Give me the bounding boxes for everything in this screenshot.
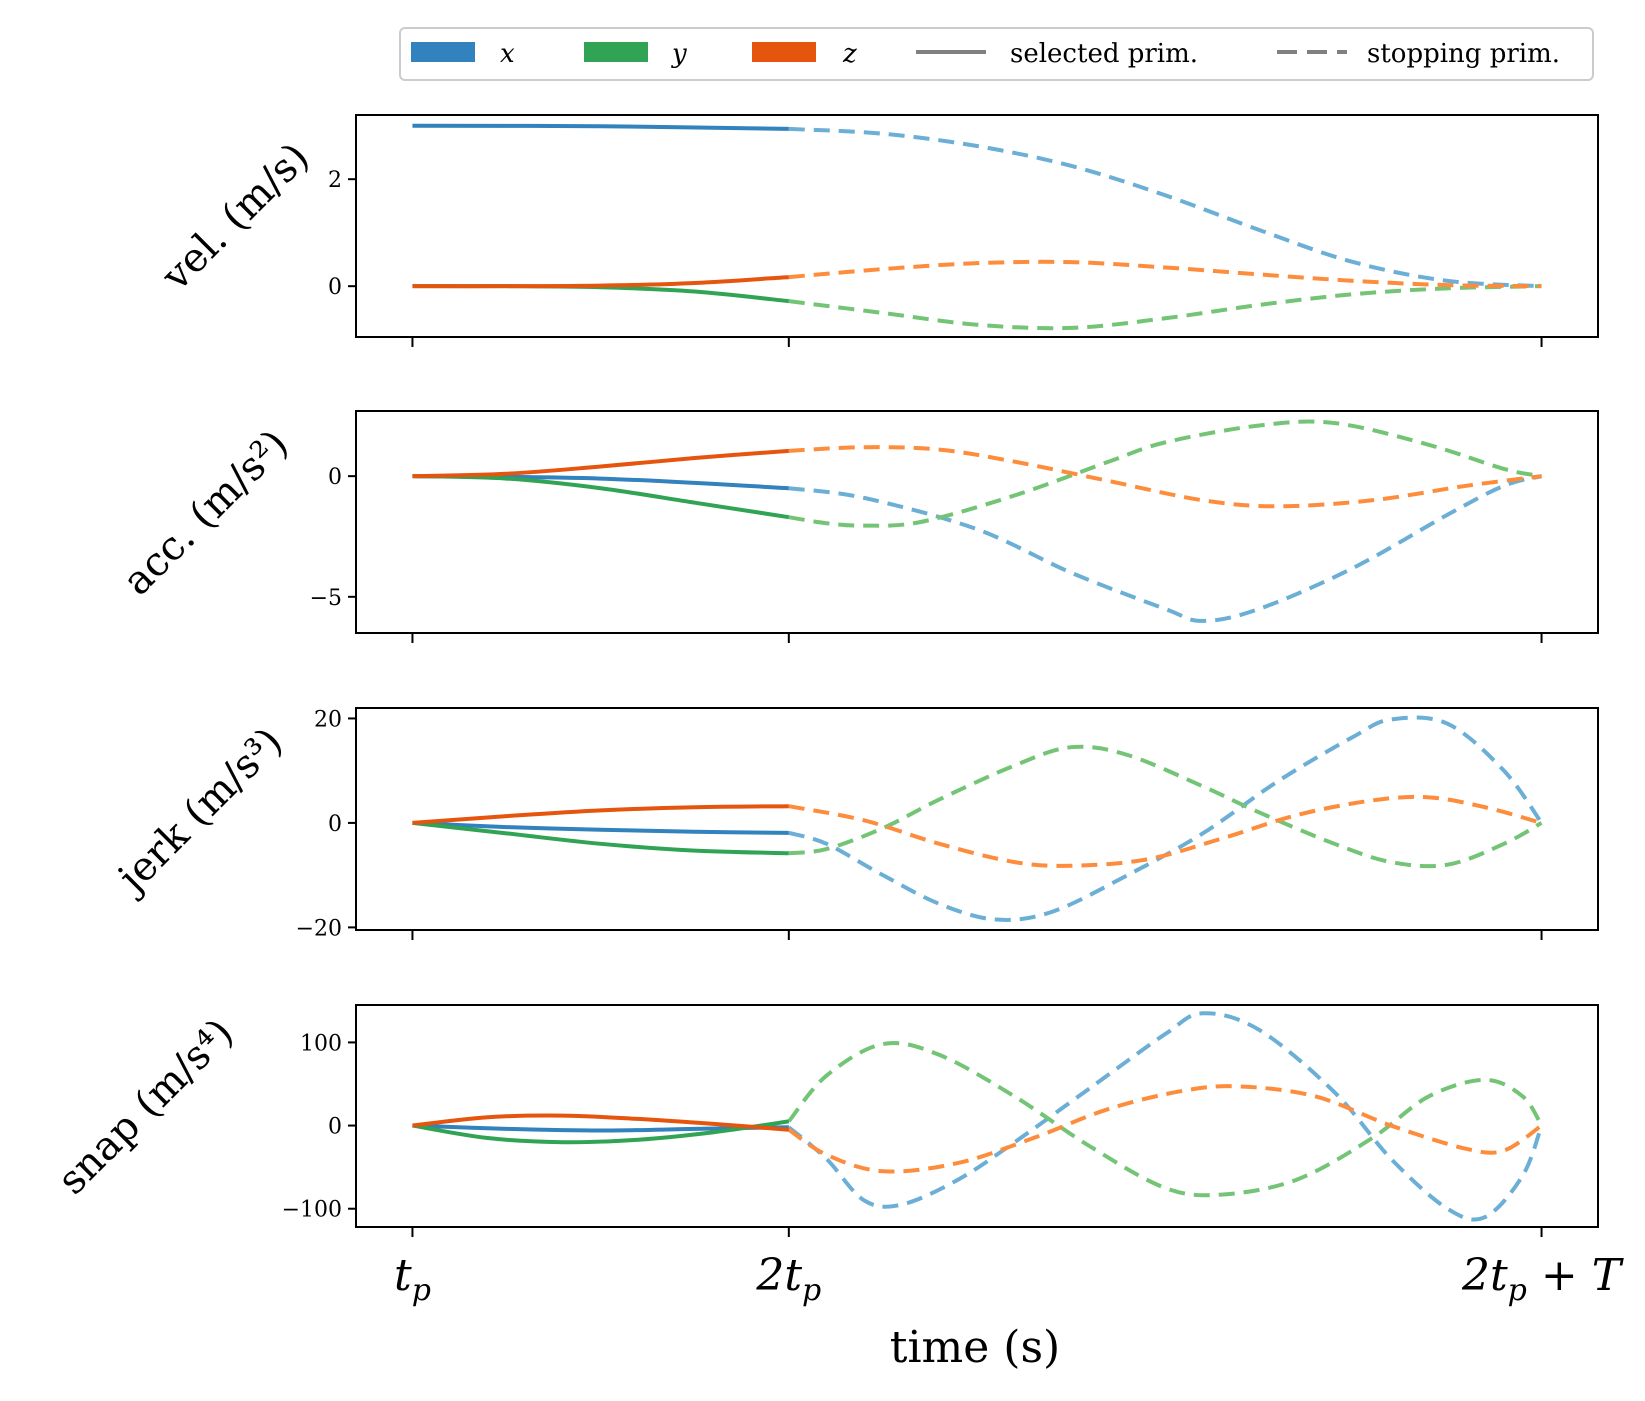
legend-swatch-x xyxy=(411,42,475,62)
y-axis-label: acc. (m/s²) xyxy=(114,421,297,604)
series-y-selected xyxy=(412,820,789,856)
series-x-selected xyxy=(412,820,789,835)
y-tick-label: 0 xyxy=(328,812,342,837)
axes-frame xyxy=(355,707,1599,931)
legend-label: stopping prim. xyxy=(1367,39,1560,69)
series-x-stopping xyxy=(787,1011,1544,1222)
series-z-stopping xyxy=(788,445,1542,509)
series-z-selected xyxy=(412,804,789,825)
panel-1: 0 2 vel. (m/s) xyxy=(152,114,1599,347)
series-y-stopping xyxy=(788,419,1542,528)
series-z-stopping xyxy=(788,794,1543,868)
y-tick-label: 0 xyxy=(328,465,342,490)
x-tick-label-3: 2tp + T xyxy=(1461,1250,1625,1308)
axes-frame xyxy=(355,114,1599,338)
legend-frame xyxy=(399,27,1594,81)
series-x-stopping xyxy=(788,474,1543,623)
y-tick-label: 20 xyxy=(314,707,342,732)
series-z-stopping xyxy=(788,259,1542,289)
legend-label: y xyxy=(671,39,687,69)
y-axis-label: vel. (m/s) xyxy=(152,134,318,300)
legend-label: x xyxy=(500,39,515,69)
legend: x y z selected prim. stopping prim. xyxy=(399,27,1594,81)
x-tick-label-2: 2tp xyxy=(755,1250,821,1308)
legend-label: selected prim. xyxy=(1010,39,1198,69)
series-y-selected xyxy=(412,1119,790,1145)
legend-label: z xyxy=(842,39,857,69)
y-tick-label: −20 xyxy=(296,916,342,941)
y-axis-label: jerk (m/s³) xyxy=(107,719,292,904)
x-tick-label-1: tp xyxy=(394,1250,431,1308)
series-y-selected xyxy=(412,284,790,304)
axes-frame xyxy=(355,1004,1599,1228)
series-y-stopping xyxy=(787,1041,1544,1198)
panel-2: 0 −5 acc. (m/s²) xyxy=(114,410,1599,643)
y-tick-label: 100 xyxy=(300,1031,342,1056)
series-x-stopping xyxy=(788,715,1544,922)
series-x-stopping xyxy=(788,126,1542,289)
series-z-stopping xyxy=(787,1084,1543,1174)
series-z-selected xyxy=(412,1113,789,1132)
panel-4: 100 0 −100 snap (m/s⁴) xyxy=(49,1004,1599,1237)
y-tick-label: 2 xyxy=(328,168,342,193)
y-axis-label: snap (m/s⁴) xyxy=(49,1010,242,1203)
series-z-selected xyxy=(412,448,789,479)
legend-swatch-z xyxy=(752,42,816,62)
y-tick-label: −100 xyxy=(282,1198,342,1223)
y-tick-label: −5 xyxy=(310,586,342,611)
series-y-selected xyxy=(412,474,790,520)
series-y-stopping xyxy=(788,744,1543,869)
axes-frame xyxy=(355,410,1599,634)
legend-swatch-y xyxy=(584,42,648,62)
y-tick-label: 0 xyxy=(328,1115,342,1140)
series-x-selected xyxy=(412,123,789,131)
series-z-selected xyxy=(412,275,789,289)
y-tick-label: 0 xyxy=(328,275,342,300)
series-y-stopping xyxy=(788,284,1542,331)
series-x-selected xyxy=(412,1123,789,1133)
x-axis-label: time (s) xyxy=(890,1322,1060,1373)
